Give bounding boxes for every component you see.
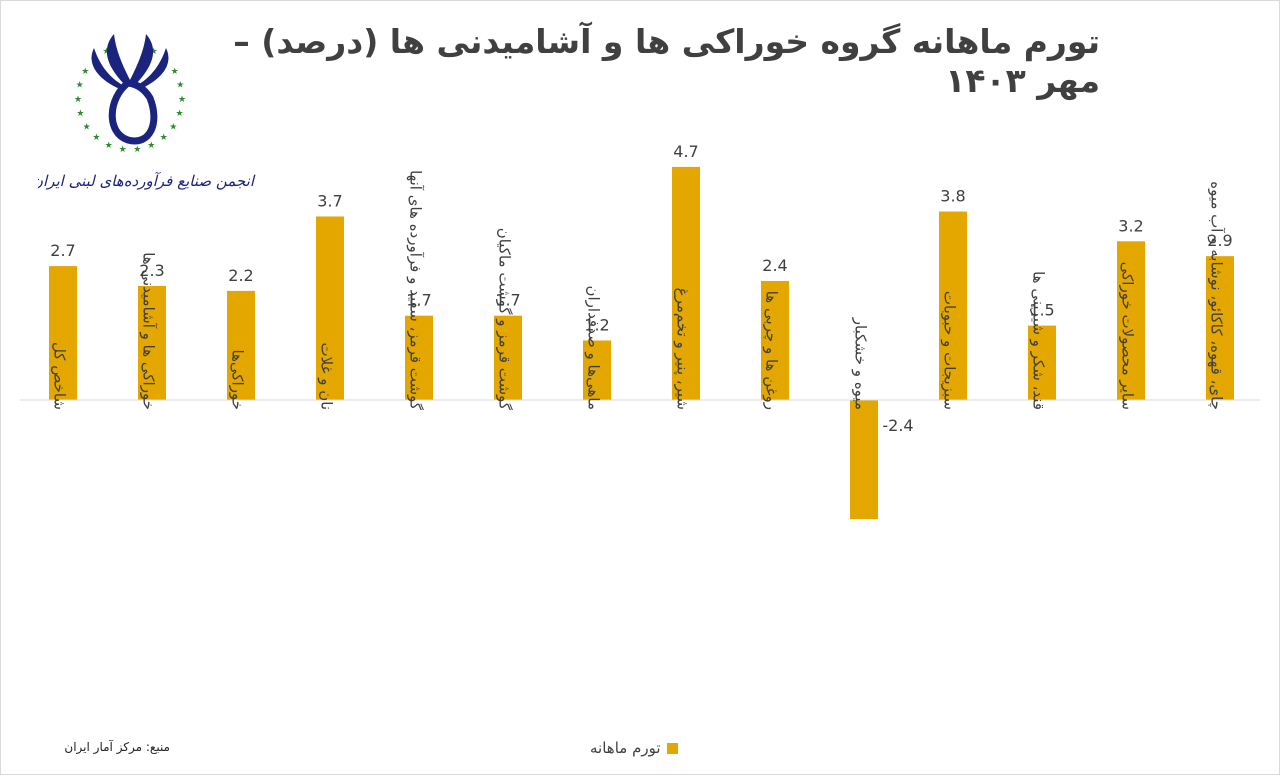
logo-star-icon: ★ xyxy=(105,141,113,151)
category-label-2: خوراکی ها و آشامیدنی ها xyxy=(140,252,158,410)
logo-star-icon: ★ xyxy=(76,109,84,119)
logo-wing-left xyxy=(106,34,130,86)
bar-7 xyxy=(583,340,611,400)
value-label-7: 1.2 xyxy=(584,315,609,334)
logo-star-icon: ★ xyxy=(169,122,177,132)
logo-star-icon: ★ xyxy=(92,133,100,143)
bar-14 xyxy=(1206,256,1234,400)
chart-title: تورم ماهانه گروه خوراکی ها و آشامیدنی ها… xyxy=(233,22,1100,100)
category-label-11: سبزیجات و حبوبات xyxy=(941,291,959,410)
value-label-2: 2.3 xyxy=(139,261,164,280)
logo-star-icon: ★ xyxy=(76,80,84,90)
value-label-9: 2.4 xyxy=(762,256,787,275)
value-label-12: 1.5 xyxy=(1029,301,1054,320)
logo-star-icon: ★ xyxy=(147,141,155,151)
logo-wing-right xyxy=(130,34,154,86)
logo-star-icon: ★ xyxy=(150,47,158,57)
category-label-4: نان و غلات xyxy=(318,343,336,410)
logo-star-icon: ★ xyxy=(176,80,184,90)
bar-2 xyxy=(138,285,166,400)
bar-8 xyxy=(672,166,700,400)
category-label-1: شاخص کل xyxy=(51,342,69,410)
source-note: منبع: مرکز آمار ایران xyxy=(64,740,170,754)
bar-9 xyxy=(761,280,789,400)
category-label-6: گوشت قرمز و گوشت ماکیان xyxy=(496,228,514,411)
category-label-3: خوراکی‌ها xyxy=(229,349,247,410)
category-label-12: قند، شکر و شیرینی ها xyxy=(1030,271,1048,410)
value-label-11: 3.8 xyxy=(940,187,965,206)
bar-11 xyxy=(939,211,967,400)
value-label-3: 2.2 xyxy=(228,266,253,285)
bar-6 xyxy=(494,315,522,400)
logo-star-icon: ★ xyxy=(83,122,91,132)
logo-star-icon: ★ xyxy=(160,133,168,143)
logo-star-icon: ★ xyxy=(171,67,179,77)
bar-12 xyxy=(1028,325,1056,400)
category-label-9: روغن ها و چربی ها xyxy=(763,291,781,410)
logo-star-icon: ★ xyxy=(102,47,110,57)
category-label-7: ماهی‌ها و صدفداران xyxy=(585,285,603,410)
logo-wing-left-outer xyxy=(91,48,124,90)
association-logo: ★★★★★★★★★★★★★★★★★★★★ انجمن صنایع فرآورده… xyxy=(38,34,256,190)
value-label-1: 2.7 xyxy=(50,241,75,260)
value-label-14: 2.9 xyxy=(1207,231,1232,250)
bar-5 xyxy=(405,315,433,400)
bar-3 xyxy=(227,290,255,400)
value-labels-layer: 2.7 2.3 2.2 3.7 1.7 1.7 1.2 4.7 2.4 -2.4 3.8 1.5 3.2… xyxy=(50,142,1232,435)
value-label-13: 3.2 xyxy=(1118,216,1143,235)
logo-star-icon: ★ xyxy=(178,95,186,105)
bar-4 xyxy=(316,216,344,400)
value-label-10: -2.4 xyxy=(882,416,913,435)
bar-10 xyxy=(850,400,878,520)
category-labels-layer: شاخص کل خوراکی ها و آشامیدنی ها خوراکی‌ها ن… xyxy=(51,170,1226,411)
category-label-8: شیر، پنیر و تخم‌مرغ xyxy=(673,288,692,410)
legend-label: تورم ماهانه xyxy=(590,739,661,757)
bar-13 xyxy=(1117,241,1145,400)
logo-star-icon: ★ xyxy=(119,145,127,155)
logo-star-icon: ★ xyxy=(133,145,141,155)
category-label-13: سایر محصولات خوراکی xyxy=(1119,262,1137,410)
category-label-14: چای، قهوه، کاکائو، نوشابه و آب میوه xyxy=(1208,181,1226,410)
legend-swatch xyxy=(666,742,678,754)
category-label-10: میوه و خشکبار xyxy=(852,317,870,410)
logo-star-icon: ★ xyxy=(176,109,184,119)
legend: تورم ماهانه xyxy=(590,736,678,760)
logo-star-icon: ★ xyxy=(74,95,82,105)
logo-star-icon: ★ xyxy=(81,67,89,77)
bars-layer xyxy=(49,166,1234,520)
bar-1 xyxy=(49,266,77,400)
logo-wing-right-outer xyxy=(136,48,169,90)
category-label-5: گوشت قرمز، سفید و فرآورده های آنها xyxy=(407,170,425,411)
value-label-5: 1.7 xyxy=(406,291,431,310)
value-label-8: 4.7 xyxy=(673,142,698,161)
value-label-4: 3.7 xyxy=(317,191,342,210)
logo-calligraphy: انجمن صنایع فرآورده‌های لبنی ایران xyxy=(38,171,256,190)
value-label-6: 1.7 xyxy=(495,291,520,310)
